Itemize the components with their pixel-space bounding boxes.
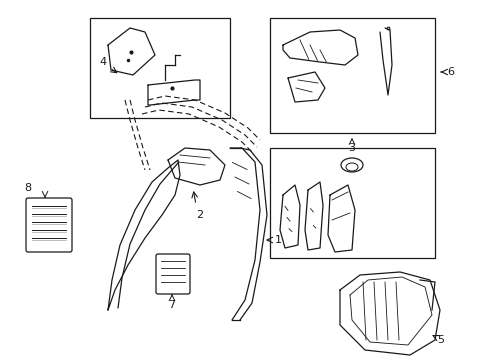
Text: 5: 5 <box>436 335 443 345</box>
Bar <box>269 148 434 258</box>
Text: 7: 7 <box>168 300 175 310</box>
Bar <box>90 18 229 118</box>
Bar <box>269 18 434 133</box>
Text: 4: 4 <box>100 57 107 67</box>
Text: 8: 8 <box>24 183 32 193</box>
Text: 3: 3 <box>348 143 355 153</box>
Text: 6: 6 <box>446 67 453 77</box>
Text: 1: 1 <box>274 235 282 245</box>
Text: 2: 2 <box>196 210 203 220</box>
